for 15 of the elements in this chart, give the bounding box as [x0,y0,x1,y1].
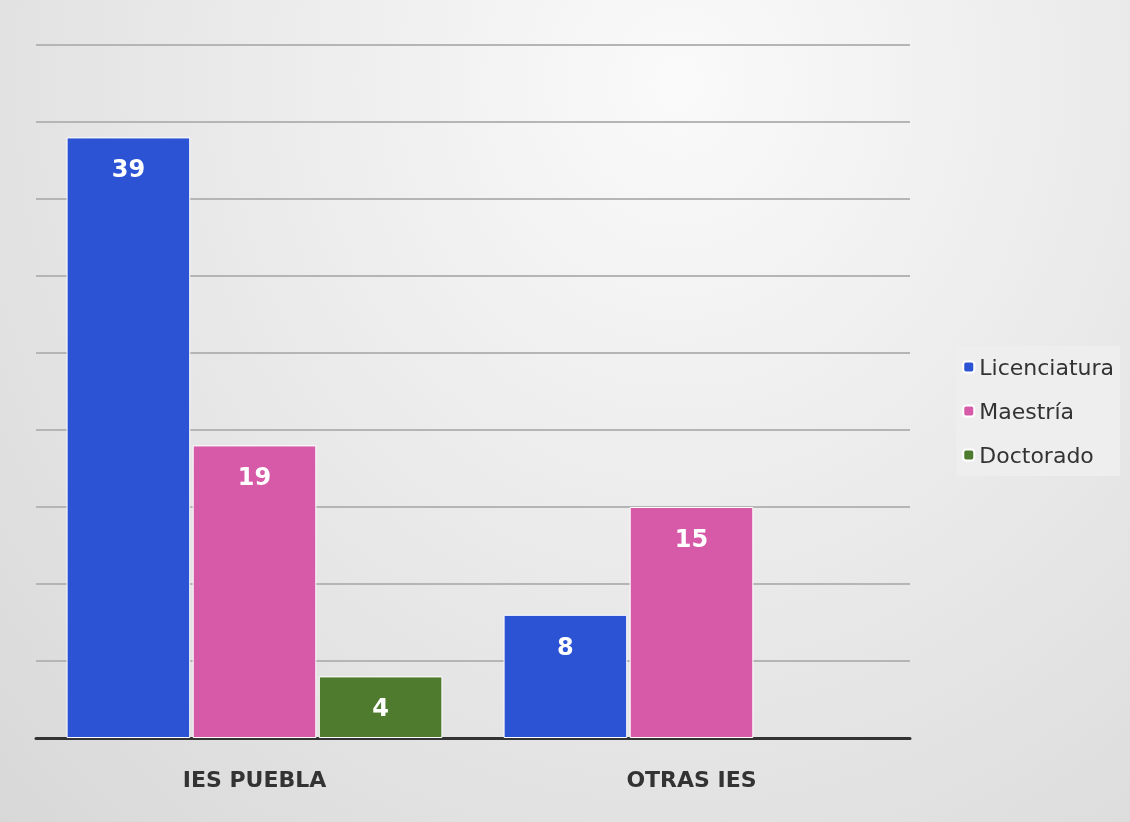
bar [629,507,754,738]
bar [192,445,317,738]
bar [503,614,628,738]
x-tick-label: OTRAS IES [626,766,757,792]
data-label: 19 [237,463,272,492]
legend-label: Doctorado [979,442,1094,468]
bar [66,137,191,738]
legend-label: Maestría [979,398,1075,424]
bar [318,676,443,738]
data-label: 8 [557,632,574,661]
x-tick-label: IES PUEBLA [182,766,327,792]
data-label: 15 [674,525,709,553]
legend-label: Licenciatura [979,354,1115,380]
data-label: 39 [111,155,146,184]
data-label: 4 [372,694,389,723]
